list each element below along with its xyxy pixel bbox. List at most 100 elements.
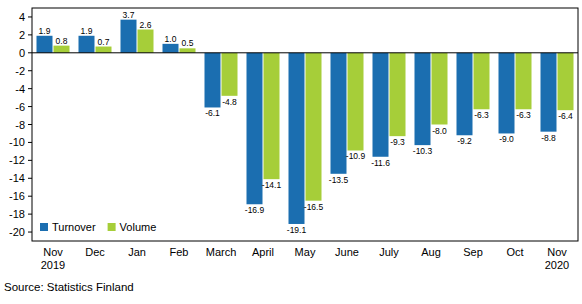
legend-label: Volume (120, 221, 157, 233)
data-label: -8.8 (541, 133, 556, 143)
data-label: -4.8 (222, 97, 237, 107)
x-tick-label: Nov2019 (41, 246, 65, 271)
data-labels: 1.91.93.71.0-6.1-16.9-19.1-13.5-11.6-10.… (39, 10, 574, 235)
bar (499, 53, 515, 134)
x-tick-label-line: 2019 (41, 259, 65, 271)
data-label: 0.8 (56, 36, 68, 46)
x-tick-label: Dec (85, 246, 105, 258)
data-label: -16.9 (245, 205, 265, 215)
y-tick (28, 52, 32, 53)
x-tick-label-line: Jan (128, 246, 146, 258)
bar (37, 36, 53, 53)
x-tick-label-line: April (252, 246, 274, 258)
x-tick-label: Aug (421, 246, 441, 258)
x-tick-label: Nov2020 (545, 246, 569, 271)
y-tick (28, 88, 32, 89)
chart: -20-18-16-14-12-10-8-6-4-20241.91.93.71.… (0, 0, 582, 304)
y-tick (28, 34, 32, 35)
x-tick-label-line: 2020 (545, 259, 569, 271)
data-label: -9.2 (457, 136, 472, 146)
y-tick-label: -8 (15, 119, 25, 131)
data-label: 1.0 (165, 34, 177, 44)
y-tick-label: 0 (19, 47, 25, 59)
bar (373, 53, 389, 157)
data-label: -14.1 (262, 180, 282, 190)
data-label: 0.7 (98, 37, 110, 47)
y-tick-label: -16 (9, 190, 25, 202)
bars (37, 20, 574, 224)
x-tick-label: Feb (170, 246, 189, 258)
y-tick-label: -18 (9, 208, 25, 220)
y-tick (28, 106, 32, 107)
x-tick-label: Sep (463, 246, 483, 258)
y-tick (28, 70, 32, 71)
bar (331, 53, 347, 174)
x-tick-label-line: Dec (85, 246, 105, 258)
bar (54, 46, 70, 53)
bar (558, 53, 574, 110)
plot-frame (32, 8, 578, 241)
legend: Turnover Volume (40, 221, 156, 233)
legend-swatch (108, 223, 116, 231)
bar (516, 53, 532, 109)
bar (264, 53, 280, 179)
y-tick (28, 178, 32, 179)
x-tick-label: Jan (128, 246, 146, 258)
data-label: -10.9 (346, 151, 366, 161)
bar (348, 53, 364, 151)
data-label: -8.0 (432, 126, 447, 136)
x-tick-label-line: Sep (463, 246, 483, 258)
bar (415, 53, 431, 145)
bar (289, 53, 305, 224)
x-tick-label: June (335, 246, 359, 258)
data-label: -10.3 (413, 146, 433, 156)
x-tick-label-line: Nov (547, 246, 567, 258)
y-tick-label: -14 (9, 172, 25, 184)
x-tick-label: May (295, 246, 316, 258)
x-tick-label: Oct (506, 246, 523, 258)
y-tick (28, 160, 32, 161)
data-label: -19.1 (287, 225, 307, 235)
y-tick (28, 214, 32, 215)
bar (247, 53, 263, 204)
bar (121, 20, 137, 53)
data-label: -11.6 (371, 158, 390, 168)
bar (205, 53, 221, 108)
y-tick (28, 196, 32, 197)
bar (541, 53, 557, 132)
legend-swatch (40, 223, 48, 231)
bar (79, 36, 95, 53)
y-tick-label: -10 (9, 136, 25, 148)
x-tick-label-line: July (379, 246, 399, 258)
bar (180, 48, 196, 52)
x-tick-label: July (379, 246, 399, 258)
data-label: 3.7 (123, 10, 135, 20)
y-tick-label: 4 (19, 11, 25, 23)
bar (306, 53, 322, 201)
zero-line (32, 52, 578, 53)
bar (96, 47, 112, 53)
data-label: -6.3 (516, 110, 531, 120)
data-label: -6.4 (558, 111, 573, 121)
data-label: 2.6 (140, 20, 152, 30)
bar (138, 30, 154, 53)
bar (390, 53, 406, 136)
data-label: -6.3 (474, 110, 489, 120)
y-tick-label: -20 (9, 226, 25, 238)
bar (222, 53, 238, 96)
x-tick-label-line: Oct (506, 246, 523, 258)
bar (163, 44, 179, 53)
x-tick-label-line: Aug (421, 246, 441, 258)
data-label: -16.5 (304, 202, 324, 212)
y-tick-label: -6 (15, 101, 25, 113)
y-tick (28, 232, 32, 233)
x-tick-label: April (252, 246, 274, 258)
x-tick-label-line: March (206, 246, 237, 258)
data-label: -9.0 (499, 134, 514, 144)
data-label: -6.1 (205, 108, 220, 118)
source: Source: Statistics Finland (4, 281, 134, 293)
data-label: 0.5 (182, 38, 194, 48)
y-tick-label: -2 (15, 65, 25, 77)
legend-label: Turnover (52, 221, 96, 233)
bar (474, 53, 490, 109)
